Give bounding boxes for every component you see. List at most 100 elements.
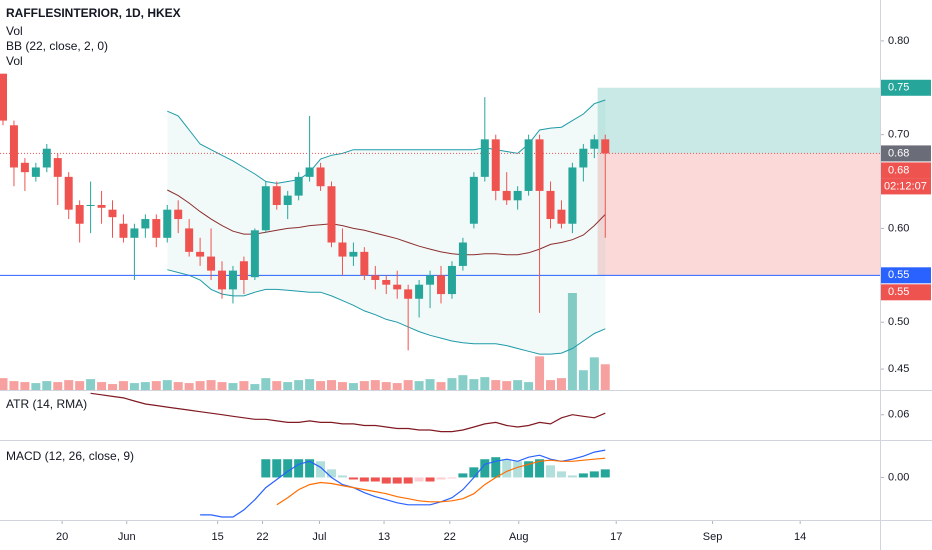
candle-body — [185, 228, 194, 252]
candle-body — [338, 242, 347, 257]
candle-body — [294, 176, 303, 196]
volume-bar — [108, 384, 118, 390]
volume-bar — [458, 375, 468, 390]
candle-body — [535, 139, 544, 191]
candle-body — [404, 289, 413, 299]
candle-body — [557, 209, 566, 224]
histogram-bar — [370, 477, 380, 482]
volume-bar — [589, 357, 599, 390]
histogram-bar — [502, 459, 512, 478]
volume-bar — [502, 381, 512, 390]
candle-body — [31, 167, 40, 177]
histogram-bar — [556, 471, 566, 478]
histogram-bar — [524, 461, 534, 478]
volume-bar — [381, 382, 391, 390]
histogram-bar — [294, 459, 304, 478]
price-marker-label: 0.68 — [888, 147, 909, 159]
volume-bar — [447, 378, 457, 390]
histogram-bar — [261, 459, 271, 478]
y-tick-label: 0.06 — [888, 409, 909, 421]
candle-body — [513, 190, 522, 201]
candle-body — [371, 275, 380, 281]
volume-bar — [283, 382, 293, 390]
candle-body — [458, 242, 467, 266]
histogram-bar — [578, 473, 588, 478]
histogram-bar — [403, 477, 413, 484]
y-tick-label: 0.80 — [888, 35, 909, 47]
volume-bar — [524, 382, 534, 390]
histogram-bar — [469, 467, 479, 478]
candle-body — [590, 139, 599, 149]
price-marker-label: 0.55 — [888, 269, 909, 281]
y-tick-label: 0.00 — [888, 471, 909, 483]
volume-bar — [9, 381, 19, 390]
candle-body — [568, 167, 577, 224]
candle-body — [20, 162, 29, 173]
candle-body — [349, 251, 358, 257]
candle-body — [316, 167, 325, 187]
candle-body — [218, 270, 227, 290]
volume-bar — [250, 384, 260, 390]
x-tick-label: 15 — [211, 531, 223, 543]
macd-line — [276, 457, 606, 506]
volume-bar — [414, 381, 424, 390]
volume-bar — [316, 381, 326, 390]
pane-title: MACD (12, 26, close, 9) — [6, 449, 134, 463]
candle-body — [491, 139, 500, 191]
bb-line — [167, 99, 606, 184]
price-marker — [881, 79, 931, 96]
histogram-bar — [359, 477, 369, 482]
volume-bar — [118, 381, 128, 390]
histogram-bar — [491, 457, 501, 478]
candle-body — [196, 251, 205, 257]
candle-body — [119, 223, 128, 238]
histogram-bar — [392, 477, 402, 484]
volume-bar — [294, 380, 304, 390]
histogram-bar — [480, 459, 490, 478]
volume-bar — [546, 380, 556, 390]
volume-bar — [272, 381, 282, 390]
volume-bar — [392, 383, 402, 390]
volume-bar — [42, 381, 52, 390]
candle-body — [152, 219, 161, 238]
candle-body — [426, 275, 435, 285]
volume-bar — [513, 380, 523, 390]
volume-bar — [348, 383, 358, 390]
volume-bar — [600, 364, 610, 390]
volume-bar — [556, 378, 566, 390]
volume-bar — [75, 381, 85, 390]
volume-bar — [491, 380, 501, 390]
volume-bar — [195, 381, 205, 390]
volume-bar — [261, 378, 271, 390]
target-zone — [597, 87, 880, 154]
candle-body — [239, 261, 248, 281]
volume-bar — [425, 379, 435, 390]
candle-body — [207, 256, 216, 271]
histogram-bar — [381, 477, 391, 484]
candle-body — [502, 190, 511, 201]
volume-bar — [206, 380, 216, 390]
indicator-label: Vol — [6, 24, 23, 38]
x-tick-label: 22 — [256, 531, 268, 543]
x-tick-label: Jun — [118, 531, 136, 543]
candle-body — [546, 190, 555, 220]
price-marker — [881, 145, 931, 162]
histogram-bar — [283, 459, 293, 478]
volume-bar — [327, 380, 337, 390]
histogram-bar — [458, 473, 468, 478]
candle-body — [9, 125, 18, 168]
y-tick-label: 0.45 — [888, 363, 909, 375]
candle-body — [130, 228, 139, 238]
price-marker-label: 0.68 — [888, 164, 909, 176]
candle-body — [393, 284, 402, 290]
volume-bar — [305, 379, 315, 390]
volume-bar — [217, 382, 227, 390]
histogram-bar — [414, 477, 424, 482]
candle-body — [75, 204, 84, 224]
x-tick-label: 17 — [610, 531, 622, 543]
indicator-label: BB (22, close, 2, 0) — [6, 39, 108, 53]
x-tick-label: Aug — [509, 531, 529, 543]
price-marker — [881, 267, 931, 284]
histogram-bar — [589, 471, 599, 478]
